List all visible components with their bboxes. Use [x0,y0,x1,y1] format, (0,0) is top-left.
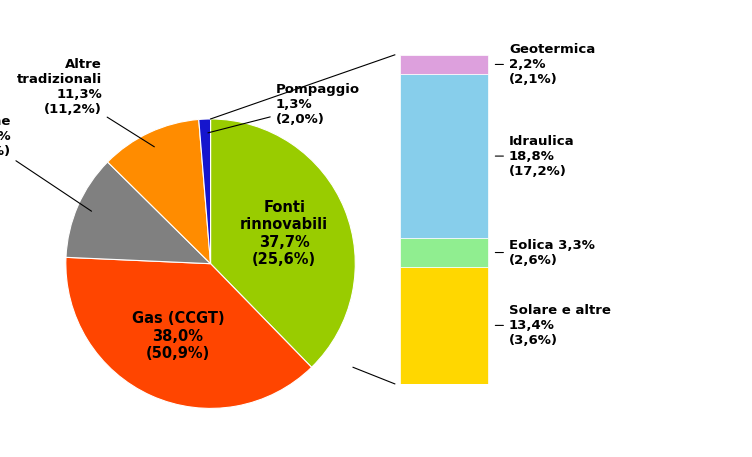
Wedge shape [108,119,211,264]
Text: Fonti
rinnovabili
37,7%
(25,6%): Fonti rinnovabili 37,7% (25,6%) [240,200,329,267]
Wedge shape [199,119,211,264]
Bar [400,74,487,238]
Text: Carbone
11,7%
(10,3%): Carbone 11,7% (10,3%) [0,115,92,211]
Wedge shape [211,119,355,367]
Wedge shape [66,257,311,409]
Text: Solare e altre
13,4%
(3,6%): Solare e altre 13,4% (3,6%) [496,304,611,347]
Text: Idraulica
18,8%
(17,2%): Idraulica 18,8% (17,2%) [496,134,575,178]
Text: Geotermica
2,2%
(2,1%): Geotermica 2,2% (2,1%) [496,43,595,86]
Bar [400,267,487,384]
Text: Eolica 3,3%
(2,6%): Eolica 3,3% (2,6%) [496,239,595,266]
Wedge shape [66,162,211,264]
Bar [400,238,487,267]
Bar [400,55,487,74]
Text: Gas (CCGT)
38,0%
(50,9%): Gas (CCGT) 38,0% (50,9%) [132,311,224,361]
Text: Altre
tradizionali
11,3%
(11,2%): Altre tradizionali 11,3% (11,2%) [17,58,154,147]
Text: Pompaggio
1,3%
(2,0%): Pompaggio 1,3% (2,0%) [208,83,359,133]
